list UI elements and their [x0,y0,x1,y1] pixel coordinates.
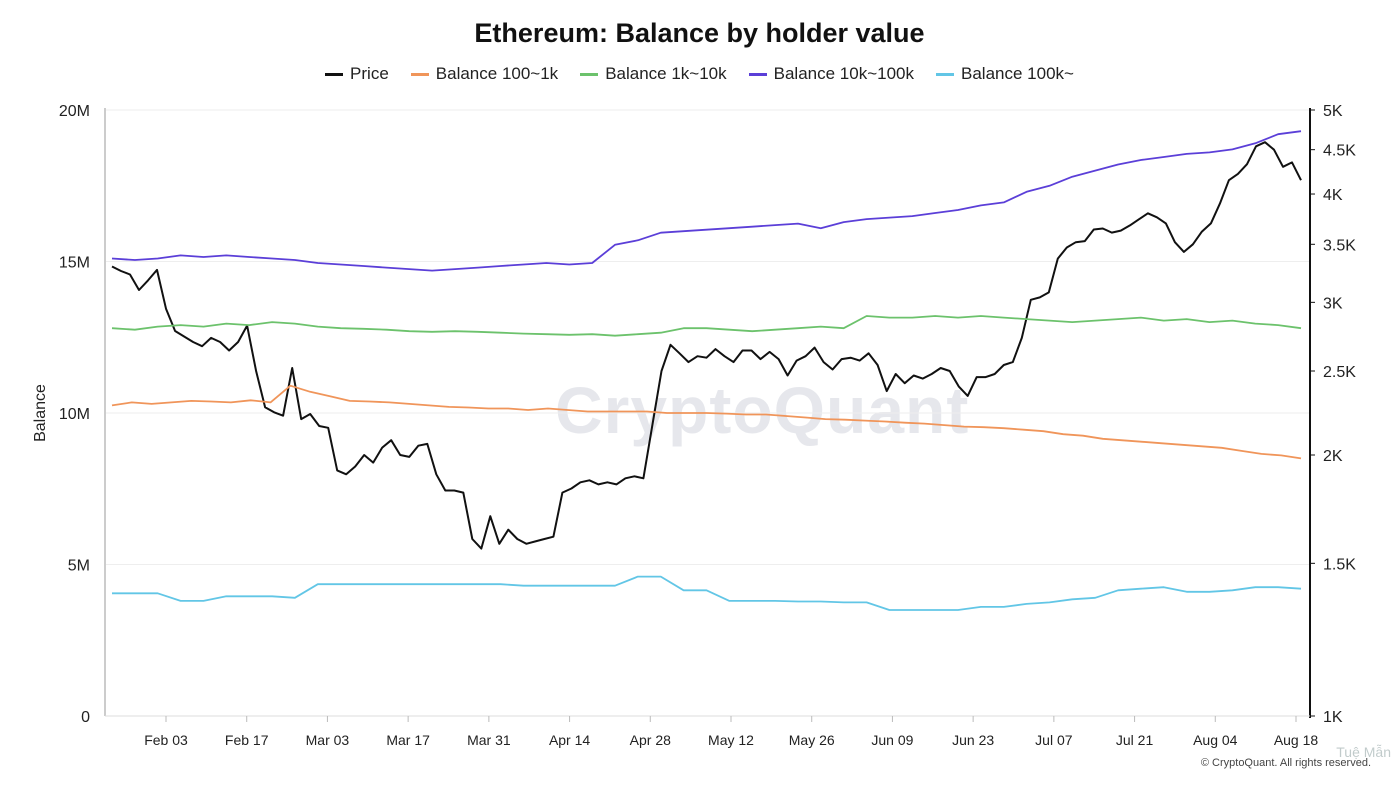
legend-item[interactable]: Balance 10k~100k [748,64,914,84]
y2-tick-label: 1.5K [1323,556,1356,573]
legend-swatch [325,72,344,76]
legend-item[interactable]: Balance 100k~ [936,64,1074,84]
series-line-balance-1k-10k [111,315,1302,337]
x-tick-label: Feb 03 [144,732,188,748]
y-tick-label: 20M [59,103,90,120]
legend-swatch [936,72,954,76]
legend-swatch [580,72,599,76]
x-tick-label: Jun 23 [952,732,994,748]
y2-tick-label: 2.5K [1323,364,1356,381]
legend-item[interactable]: Price [325,64,389,84]
x-tick-label: May 12 [708,732,754,748]
legend-label: Balance 100~1k [435,64,559,83]
y2-tick-label: 3.5K [1323,237,1356,254]
y-tick-label: 10M [59,406,90,423]
x-tick-label: Apr 14 [549,732,590,748]
legend-label: Price [350,64,389,83]
x-tick-label: Mar 17 [386,732,430,748]
x-tick-label: Mar 03 [306,732,350,748]
chart-title: Ethereum: Balance by holder value [474,18,925,48]
series-line-balance-10k-100k [111,130,1302,272]
legend-swatch [748,72,767,76]
legend-item[interactable]: Balance 100~1k [410,64,559,84]
x-tick-label: Feb 17 [225,732,269,748]
series-line-balance-100k [112,575,1302,611]
series-line-price [111,141,1302,550]
x-tick-label: Apr 28 [630,732,671,748]
x-tick-label: Mar 31 [467,732,511,748]
legend-swatch [410,72,429,76]
y2-tick-label: 3K [1323,295,1343,312]
x-tick-label: Jul 07 [1035,732,1073,748]
y2-tick-label: 5K [1323,103,1343,120]
copyright-text: © CryptoQuant. All rights reserved. [1200,757,1371,769]
y-tick-label: 0 [81,709,90,726]
y2-tick-label: 4K [1323,187,1343,204]
axes-layer [104,108,1315,722]
series-line-balance-100-1k [111,384,1302,460]
series-layer [111,130,1302,611]
labels-layer: 0 5M 10M 15M 20M 1K 1.5K 2K 2.5K 3K 3.5K 4K 4.5K 5K Fe… [32,103,1356,748]
legend-label: Balance 10k~100k [773,64,914,83]
y-tick-label: 5M [68,558,90,575]
watermark: CryptoQuant [555,373,970,447]
legend: Price Balance 100~1k Balance 1k~10k Balance… [0,64,1399,84]
y2-tick-label: 2K [1323,448,1343,465]
y-axis-label: Balance [32,384,49,442]
corner-watermark: Tuệ Mẫn [1336,744,1391,760]
x-tick-label: Jul 21 [1116,732,1154,748]
y2-tick-label: 4.5K [1323,143,1356,160]
y2-tick-label: 1K [1323,709,1343,726]
y-tick-label: 15M [59,255,90,272]
x-tick-label: May 26 [789,732,835,748]
legend-item[interactable]: Balance 1k~10k [580,64,727,84]
x-tick-label: Aug 04 [1193,732,1238,748]
x-tick-label: Jun 09 [871,732,913,748]
x-tick-label: Aug 18 [1274,732,1319,748]
grid-layer [105,109,1310,565]
legend-label: Balance 100k~ [961,64,1074,83]
legend-label: Balance 1k~10k [605,64,727,83]
